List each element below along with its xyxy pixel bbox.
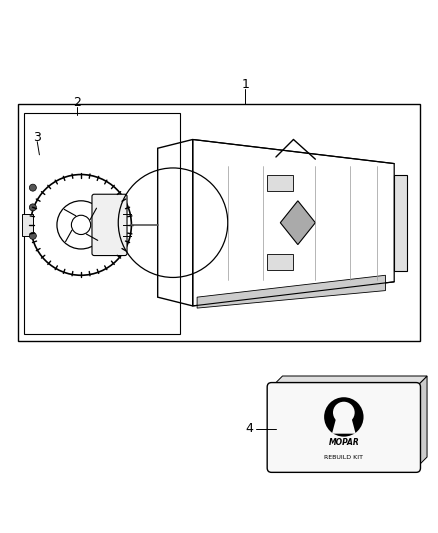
Bar (18, 104, 420, 341)
Text: 1: 1 (241, 78, 249, 91)
Polygon shape (416, 376, 427, 468)
Bar (394, 174, 407, 271)
Text: MOPAR: MOPAR (328, 438, 359, 447)
Text: 3: 3 (33, 131, 41, 144)
FancyBboxPatch shape (92, 194, 127, 255)
FancyBboxPatch shape (267, 383, 420, 472)
Polygon shape (197, 275, 385, 308)
Circle shape (29, 204, 36, 211)
Polygon shape (272, 376, 427, 387)
Polygon shape (280, 201, 315, 245)
Text: 4: 4 (246, 422, 254, 435)
Text: 2: 2 (73, 96, 81, 109)
Bar (22, 214, 33, 236)
Circle shape (333, 402, 355, 423)
Circle shape (29, 184, 36, 191)
Text: REBUILD KIT: REBUILD KIT (324, 455, 364, 460)
Bar (24, 113, 180, 334)
Circle shape (324, 397, 364, 437)
Bar (267, 254, 293, 270)
Circle shape (29, 232, 36, 239)
Polygon shape (332, 419, 356, 434)
Bar (267, 175, 293, 191)
